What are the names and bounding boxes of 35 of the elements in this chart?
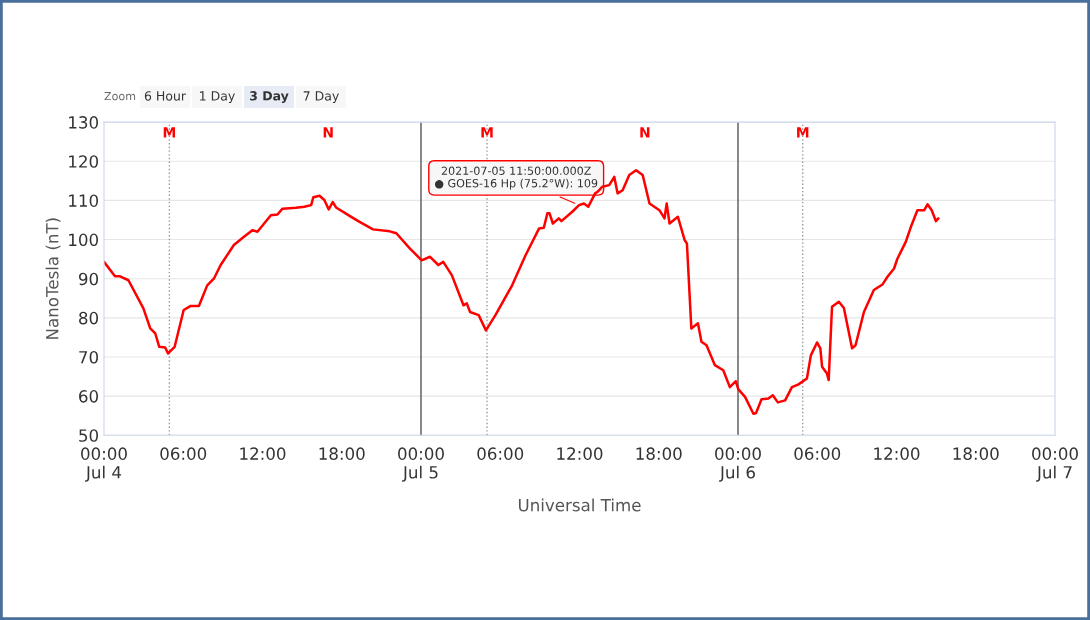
x-tick-label: 12:00 xyxy=(874,447,920,460)
text: Zoom xyxy=(104,91,136,101)
x-tick-label: 00:00 Jul 7 xyxy=(1032,447,1078,482)
y-tick-label: 50 xyxy=(79,429,99,442)
y-tick-label: 130 xyxy=(69,116,99,129)
text: 7 Day xyxy=(303,91,339,104)
x-tick-label: 18:00 xyxy=(636,447,682,460)
x-tick-label: 06:00 xyxy=(477,447,524,460)
y-axis-title: NanoTesla (nT) xyxy=(45,218,61,339)
annotation: 2021-07-05 11:50:00.000Z ● GOES-16 Hp (75.2°W): 109 xyxy=(434,166,598,190)
x-tick-label: 06:00 xyxy=(160,447,207,460)
x-tick-label: 12:00 xyxy=(240,447,286,460)
ref-line-label: M xyxy=(481,127,493,138)
y-tick-label: 70 xyxy=(79,350,99,364)
x-tick-label: 06:00 xyxy=(794,447,841,460)
x-tick-label: 18:00 xyxy=(319,447,365,460)
annotation: N xyxy=(640,127,650,138)
ref-line-label: M xyxy=(797,127,809,138)
text: 6 Hour xyxy=(144,91,187,101)
x-tick-label: 18:00 xyxy=(953,447,999,460)
y-tick-label: 60 xyxy=(79,390,99,403)
y-tick-label: 110 xyxy=(69,194,99,207)
y-tick-label: 90 xyxy=(78,272,99,286)
y-tick-label: 80 xyxy=(79,311,99,325)
ref-line-label: M xyxy=(163,127,175,138)
y-tick-label: 100 xyxy=(69,233,99,247)
annotation: N xyxy=(323,127,333,138)
x-tick-label: 00:00 Jul 4 xyxy=(81,447,127,482)
y-tick-label: 120 xyxy=(69,155,99,168)
x-tick-label: 12:00 xyxy=(557,447,603,460)
x-axis-title: Universal Time xyxy=(518,498,641,512)
text: 3 Day xyxy=(250,91,289,104)
x-tick-label: 00:00 Jul 5 xyxy=(398,447,444,482)
text: 1 Day xyxy=(200,91,235,104)
x-tick-label: 00:00 Jul 6 xyxy=(715,447,761,482)
